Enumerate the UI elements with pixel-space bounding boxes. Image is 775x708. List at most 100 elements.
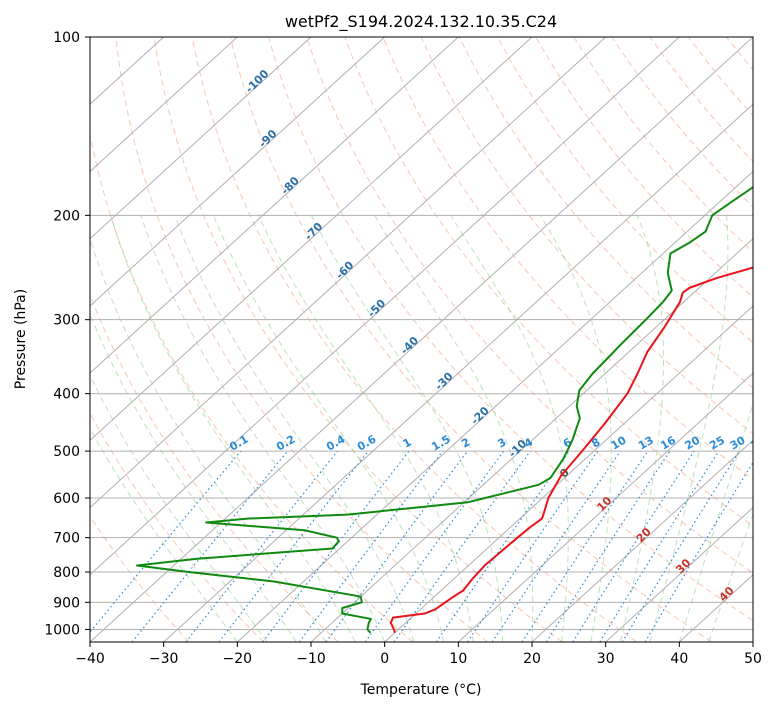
isotherm xyxy=(752,641,753,642)
mixing-ratio-label: 0.1 xyxy=(227,433,250,454)
moist-adiabat xyxy=(619,215,665,642)
dry-adiabat xyxy=(687,37,753,117)
isotherm xyxy=(384,305,753,642)
dry-adiabat xyxy=(306,37,753,574)
isotherm-label: 10 xyxy=(594,494,614,514)
mixing-ratio-line xyxy=(90,450,242,634)
x-tick-label: 30 xyxy=(597,651,615,667)
dry-adiabat xyxy=(535,37,753,298)
mixing-ratio-label: 1.5 xyxy=(429,433,452,454)
chart-title: wetPf2_S194.2024.132.10.35.C24 xyxy=(285,12,557,32)
mixing-ratio-label: 25 xyxy=(707,434,727,453)
isotherm xyxy=(90,37,533,442)
x-tick-label: 50 xyxy=(744,651,762,667)
plot-area: 0.1 0.2 0.4 0.6 1 1.5 2 3 4 6 8 10 13 16 20 25 30 36-100-… xyxy=(90,37,775,642)
isotherm xyxy=(90,37,312,240)
isotherm xyxy=(310,237,753,642)
dry-adiabat xyxy=(420,37,753,435)
moist-adiabat xyxy=(540,215,612,642)
isotherm xyxy=(236,170,753,642)
mixing-ratio-line xyxy=(262,450,410,642)
mixing-ratio-line xyxy=(491,450,621,642)
moist-adiabat xyxy=(90,374,268,642)
isotherm xyxy=(90,37,680,576)
moist-adiabat xyxy=(708,513,753,642)
isotherm-label: -80 xyxy=(279,174,302,197)
dry-adiabat xyxy=(90,412,264,642)
dry-adiabat xyxy=(90,515,190,642)
y-axis-label: Pressure (hPa) xyxy=(13,289,29,389)
isotherm-label: -50 xyxy=(365,297,388,320)
mixing-ratio-line xyxy=(467,450,599,642)
dry-adiabat xyxy=(90,131,414,642)
isotherm-label: -100 xyxy=(243,67,272,96)
moist-adiabat xyxy=(90,312,297,642)
dry-adiabat xyxy=(115,37,488,642)
dry-adiabat xyxy=(90,293,339,642)
mixing-ratio-label: 1 xyxy=(401,436,414,451)
isotherm xyxy=(531,439,753,642)
mixing-ratio-line xyxy=(599,450,720,642)
y-tick-label: 800 xyxy=(53,565,80,581)
moist-adiabat xyxy=(212,215,445,642)
mixing-ratio-line xyxy=(131,450,289,642)
moist-adiabat xyxy=(90,427,238,642)
dry-adiabat xyxy=(725,37,753,71)
mixing-ratio-line xyxy=(185,450,339,642)
isotherm xyxy=(90,37,753,642)
y-tick-label: 100 xyxy=(53,30,80,46)
dry-adiabat xyxy=(765,37,775,642)
dry-adiabat xyxy=(191,37,638,642)
y-tick-label: 700 xyxy=(53,531,80,547)
x-tick-label: −20 xyxy=(223,651,253,667)
mixing-ratio-line xyxy=(435,450,570,642)
dry-adiabat xyxy=(268,37,753,622)
x-tick-label: −10 xyxy=(296,651,326,667)
y-tick-label: 400 xyxy=(53,387,80,403)
moist-adiabat xyxy=(450,215,569,642)
moist-adiabat xyxy=(90,236,327,642)
isotherm xyxy=(457,372,753,642)
moist-adiabat xyxy=(110,215,356,642)
temperature-profile xyxy=(389,266,753,633)
y-tick-label: 600 xyxy=(53,491,80,507)
x-axis-label: Temperature (°C) xyxy=(360,682,482,698)
moist-adiabat xyxy=(257,215,474,642)
axes-frame xyxy=(89,36,754,643)
moist-adiabat xyxy=(174,215,415,642)
mixing-ratio-line xyxy=(545,450,671,642)
mixing-ratio-label: 0.6 xyxy=(355,432,379,453)
mixing-ratio-line xyxy=(644,461,753,642)
isotherm-label: 40 xyxy=(717,584,737,604)
x-tick-label: 20 xyxy=(523,651,541,667)
isotherm-label: 20 xyxy=(634,525,654,545)
isotherm-label: -70 xyxy=(302,220,325,243)
dewpoint-profile xyxy=(135,185,753,634)
dry-adiabat xyxy=(649,37,753,163)
y-tick-label: 1000 xyxy=(44,622,80,638)
mixing-ratio-label: 36 xyxy=(748,433,768,452)
mixing-ratio-label: 2 xyxy=(459,436,472,451)
mixing-ratio-line xyxy=(621,450,740,642)
y-tick-label: 900 xyxy=(53,595,80,611)
mixing-ratio-label: 16 xyxy=(658,433,678,452)
isotherm xyxy=(90,37,238,173)
isotherm xyxy=(605,506,753,642)
isotherm xyxy=(90,37,459,374)
x-tick-label: 10 xyxy=(449,651,467,667)
isotherm xyxy=(90,37,386,307)
y-tick-label: 500 xyxy=(53,444,80,460)
mixing-ratio-line xyxy=(572,450,695,642)
dry-adiabat xyxy=(497,37,753,344)
x-tick-label: −30 xyxy=(149,651,179,667)
dry-adiabat xyxy=(153,37,563,642)
mixing-ratio-label: 0.2 xyxy=(274,433,297,454)
moist-adiabat xyxy=(310,215,504,642)
isotherm xyxy=(163,103,753,642)
mixing-ratio-label: 30 xyxy=(728,433,748,452)
isotherm-label: 30 xyxy=(673,556,693,576)
moist-adiabat xyxy=(374,215,534,642)
isotherm-label: -60 xyxy=(333,258,356,281)
mixing-ratio-label: 20 xyxy=(683,433,703,452)
